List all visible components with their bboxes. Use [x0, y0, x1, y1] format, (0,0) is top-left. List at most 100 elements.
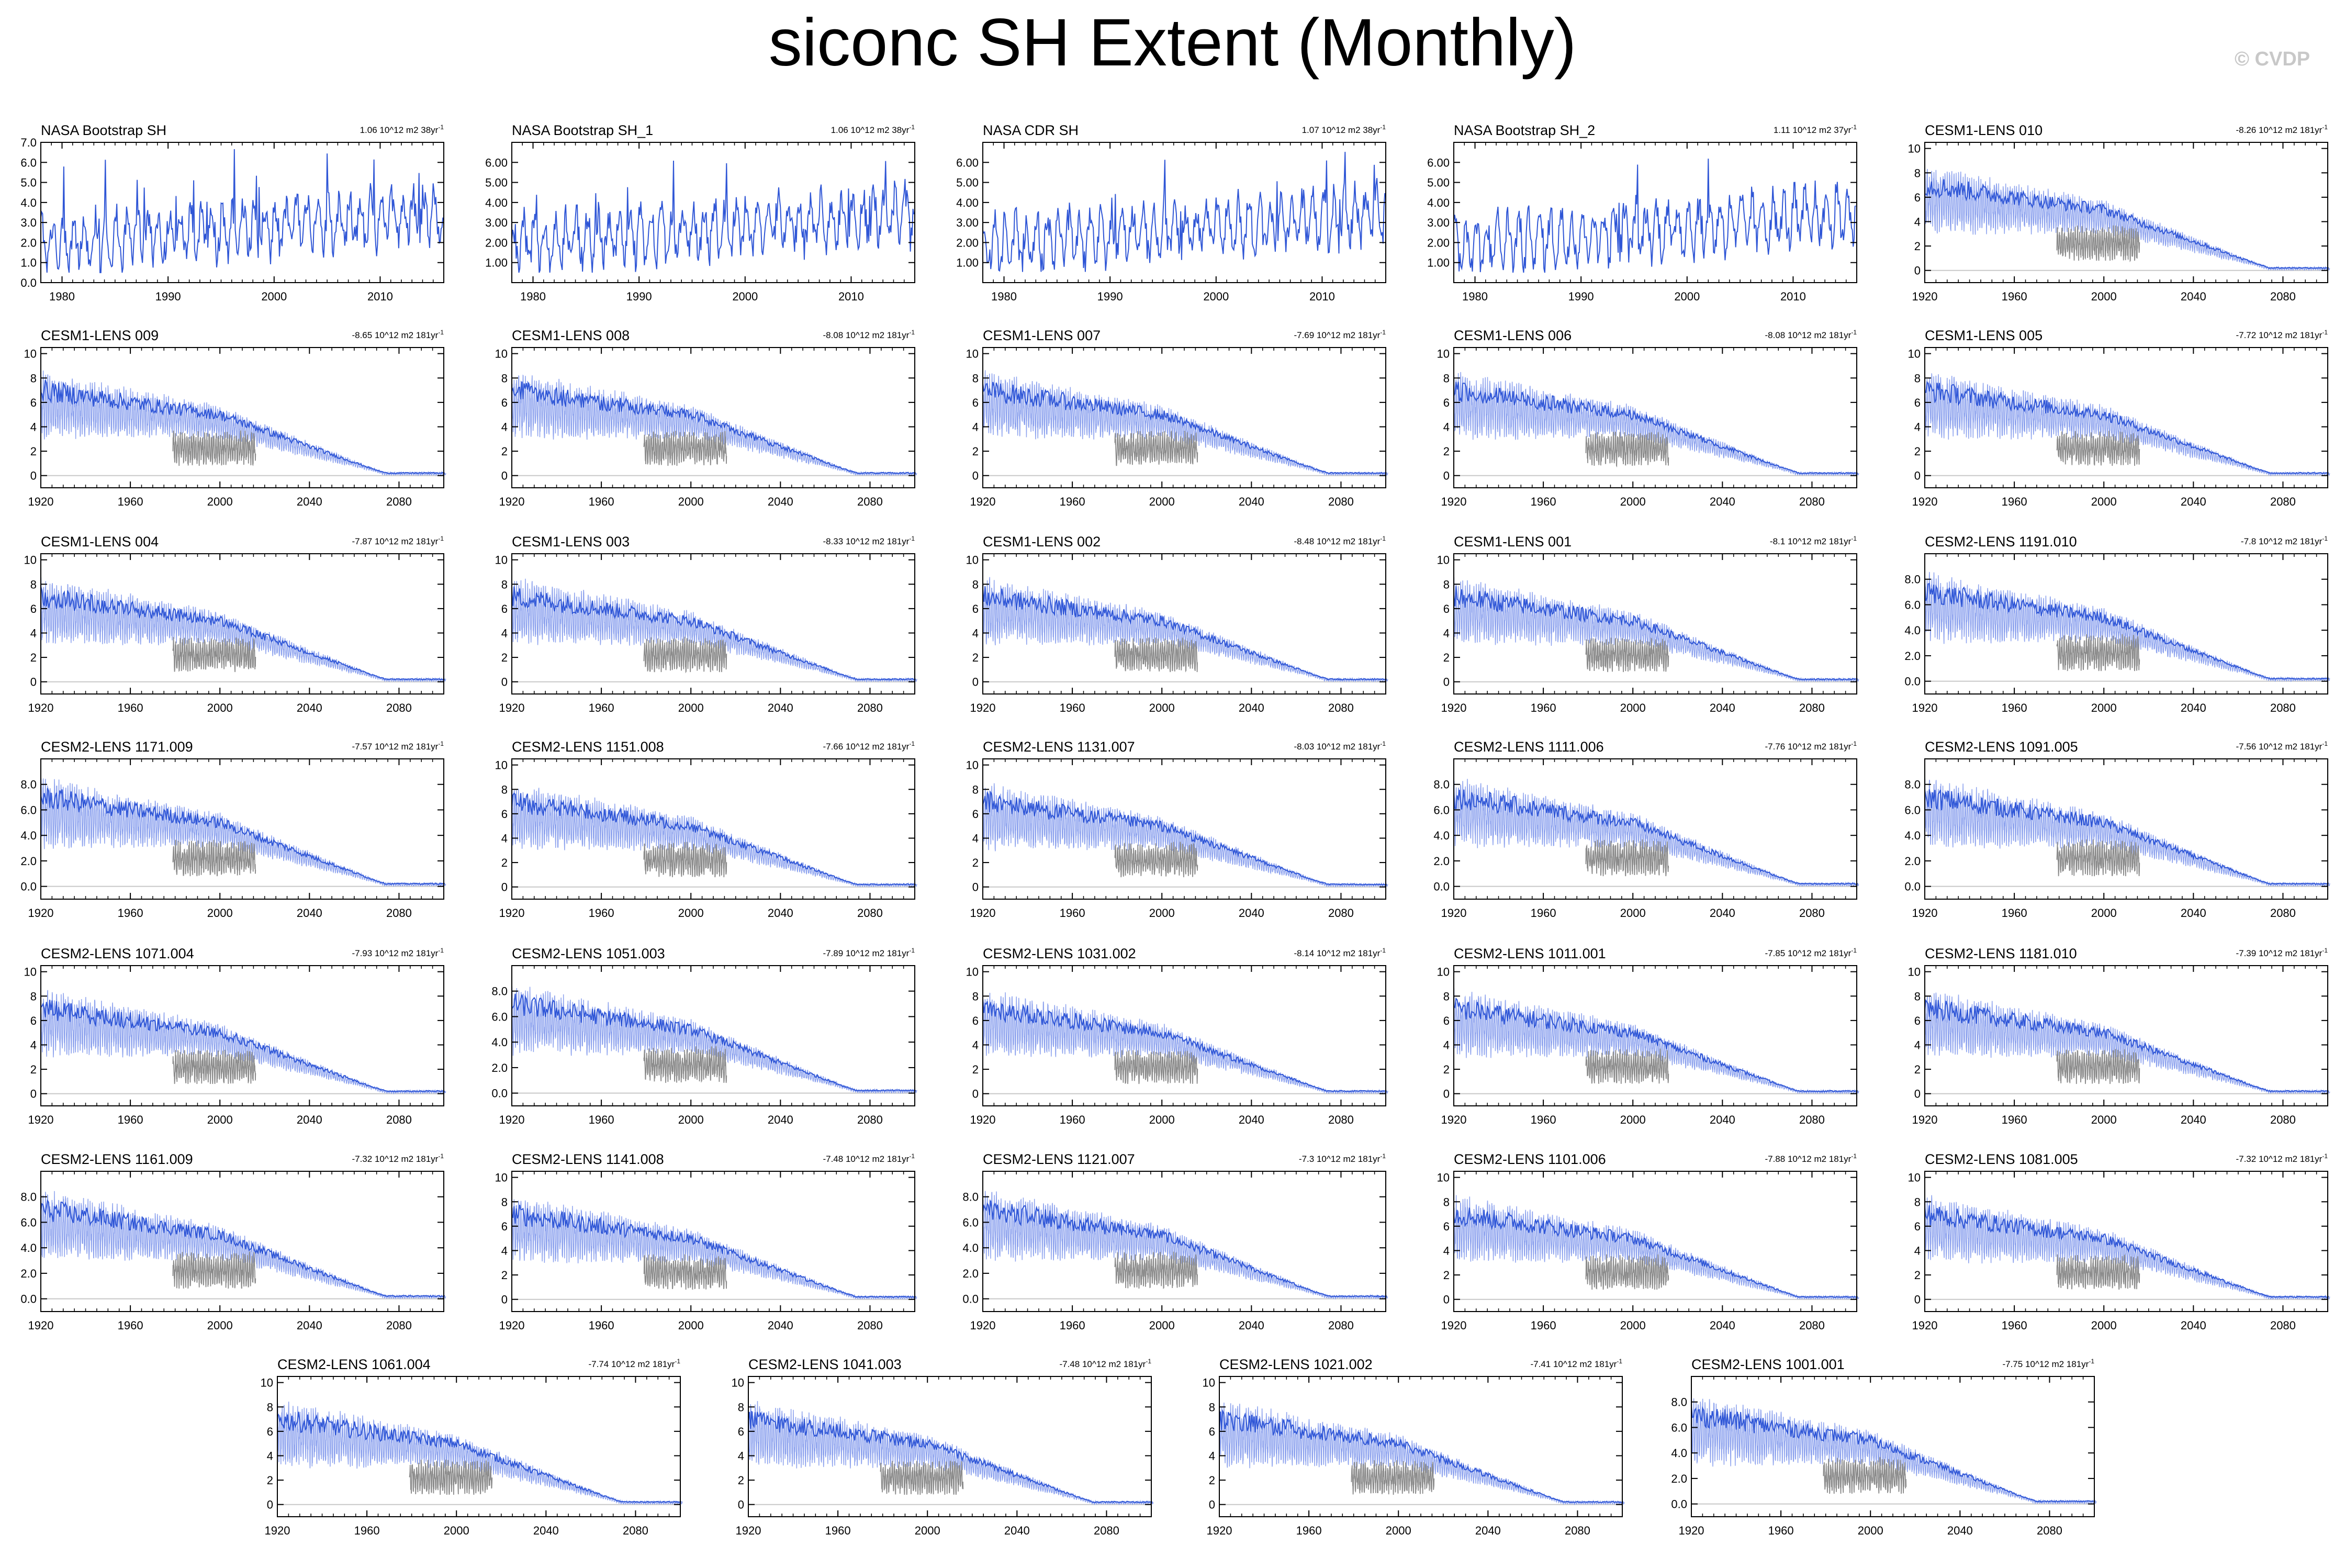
y-tick-label: 2.0 [1904, 855, 1921, 868]
y-tick-label: 4.0 [20, 1241, 37, 1255]
x-tick-label: 1960 [2002, 906, 2027, 920]
trend-label: -7.85 10^12 m2 181yr-1 [1765, 947, 1857, 958]
model-series-line [277, 1412, 682, 1503]
x-tick-label: 1920 [1912, 290, 1938, 303]
x-tick-label: 1960 [118, 1319, 143, 1332]
y-tick-label: 0 [972, 1088, 979, 1101]
y-tick-label: 8 [30, 990, 37, 1003]
x-tick-label: 1920 [1441, 1319, 1467, 1332]
panel-title: CESM2-LENS 1111.006 [1454, 739, 1604, 755]
model-series-line [1453, 586, 1858, 681]
model-envelope [1924, 992, 2330, 1095]
y-tick-label: 6 [1914, 1220, 1921, 1233]
panel-title: CESM2-LENS 1001.001 [1691, 1357, 1845, 1372]
y-tick-label: 0 [738, 1498, 744, 1511]
x-tick-label: 2080 [1328, 906, 1354, 920]
y-tick-label: 8.0 [962, 1191, 979, 1204]
trend-label: -7.48 10^12 m2 181yr-1 [1059, 1358, 1151, 1369]
x-tick-label: 1920 [1441, 701, 1467, 714]
chart-panel: NASA CDR SH 1.07 10^12 m2 38yr-1 1980 1990 2… [946, 110, 1391, 318]
x-tick-label: 1920 [28, 495, 54, 508]
x-tick-label: 2000 [2091, 1319, 2117, 1332]
panel-title: CESM2-LENS 1041.003 [748, 1357, 902, 1372]
chart-panel: CESM2-LENS 1171.009 -7.57 10^12 m2 181yr-… [4, 726, 449, 935]
x-tick-label: 1960 [1531, 1113, 1556, 1126]
y-tick-label: 0.0 [962, 1293, 979, 1306]
y-tick-label: 2.00 [485, 236, 508, 249]
chart-panel: CESM1-LENS 005 -7.72 10^12 m2 181yr-1 1920… [1888, 315, 2333, 523]
y-tick-label: 0 [1443, 676, 1450, 689]
chart-panel: CESM2-LENS 1161.009 -7.32 10^12 m2 181yr-… [4, 1139, 449, 1347]
model-envelope [511, 786, 917, 888]
obs-overlay-line [172, 1251, 256, 1289]
model-series-line [40, 1000, 445, 1093]
y-tick-label: 6 [1209, 1425, 1215, 1438]
chart-svg: CESM2-LENS 1151.008 -7.66 10^12 m2 181yr-… [495, 739, 917, 920]
trend-label: -7.88 10^12 m2 181yr-1 [1765, 1152, 1857, 1164]
y-tick-label: 10 [1437, 966, 1450, 979]
x-tick-label: 1920 [970, 906, 996, 920]
obs-overlay-line [643, 842, 727, 878]
y-tick-label: 6 [1443, 602, 1450, 615]
y-tick-label: 2 [1443, 445, 1450, 458]
trend-label: -7.89 10^12 m2 181yr-1 [823, 947, 915, 958]
y-tick-label: 4 [738, 1449, 744, 1462]
y-tick-label: 10 [966, 759, 979, 772]
x-tick-label: 2000 [2091, 495, 2117, 508]
panel-title: CESM1-LENS 004 [41, 534, 159, 550]
y-tick-label: 4 [1443, 420, 1450, 433]
x-tick-label: 2000 [1203, 290, 1229, 303]
x-tick-label: 2080 [386, 1113, 412, 1126]
chart-panel: NASA Bootstrap SH 1.06 10^12 m2 38yr-1 198… [4, 110, 449, 318]
model-envelope [748, 1401, 1154, 1506]
panel-title: CESM2-LENS 1021.002 [1219, 1357, 1373, 1372]
y-tick-label: 8 [1209, 1401, 1215, 1414]
x-tick-label: 2000 [207, 906, 233, 920]
x-tick-label: 2000 [1149, 1113, 1175, 1126]
trend-label: -8.08 10^12 m2 181yr-1 [823, 329, 915, 340]
panel-title: CESM2-LENS 1101.006 [1454, 1151, 1606, 1167]
chart-svg: CESM2-LENS 1101.006 -7.88 10^12 m2 181yr-… [1437, 1151, 1859, 1332]
x-tick-label: 2040 [297, 1319, 322, 1332]
y-tick-label: 3.00 [485, 216, 508, 229]
x-tick-label: 2010 [1309, 290, 1335, 303]
y-tick-label: 4 [30, 626, 37, 640]
chart-svg: CESM2-LENS 1071.004 -7.93 10^12 m2 181yr-… [24, 946, 446, 1126]
x-tick-label: 2080 [2270, 1319, 2296, 1332]
model-envelope [1924, 779, 2330, 887]
y-tick-label: 2.0 [1433, 855, 1450, 868]
y-tick-label: 6 [501, 602, 508, 615]
y-tick-label: 3.00 [956, 216, 979, 229]
x-tick-label: 2000 [207, 701, 233, 714]
panel-title: CESM1-LENS 007 [983, 328, 1101, 343]
trend-label: -7.72 10^12 m2 181yr-1 [2236, 329, 2328, 340]
x-tick-label: 2000 [2091, 290, 2117, 303]
x-tick-label: 1920 [28, 1113, 54, 1126]
x-tick-label: 2040 [1710, 906, 1735, 920]
y-tick-label: 0.0 [1433, 880, 1450, 893]
chart-svg: CESM2-LENS 1171.009 -7.57 10^12 m2 181yr-… [20, 739, 446, 920]
y-tick-label: 5.00 [1427, 176, 1450, 189]
y-tick-label: 10 [261, 1376, 273, 1390]
x-tick-label: 2080 [386, 495, 412, 508]
x-tick-label: 2000 [444, 1524, 469, 1537]
chart-svg: CESM2-LENS 1191.010 -7.8 10^12 m2 181yr-1… [1904, 534, 2330, 714]
y-tick-label: 10 [966, 348, 979, 361]
y-tick-label: 2 [30, 651, 37, 664]
chart-svg: CESM2-LENS 1051.003 -7.89 10^12 m2 181yr-… [491, 946, 917, 1126]
y-tick-label: 8 [501, 578, 508, 591]
chart-panel: CESM1-LENS 006 -8.08 10^12 m2 181yr-1 1920… [1417, 315, 1862, 523]
y-tick-label: 4 [1914, 1244, 1921, 1257]
chart-svg: CESM1-LENS 001 -8.1 10^12 m2 181yr-1 1920 1… [1437, 534, 1859, 714]
chart-panel: CESM2-LENS 1051.003 -7.89 10^12 m2 181yr-… [475, 933, 920, 1141]
chart-panel: CESM2-LENS 1021.002 -7.41 10^12 m2 181yr-… [1183, 1344, 1628, 1552]
model-series-line [748, 1411, 1153, 1504]
model-envelope [982, 1191, 1388, 1300]
y-tick-label: 8 [1443, 372, 1450, 385]
x-tick-label: 1960 [1060, 1319, 1085, 1332]
chart-panel: CESM2-LENS 1191.010 -7.8 10^12 m2 181yr-1… [1888, 521, 2333, 730]
y-tick-label: 4 [972, 420, 979, 433]
y-tick-label: 10 [24, 348, 37, 361]
obs-overlay-line [880, 1461, 964, 1495]
x-tick-label: 1920 [970, 1113, 996, 1126]
